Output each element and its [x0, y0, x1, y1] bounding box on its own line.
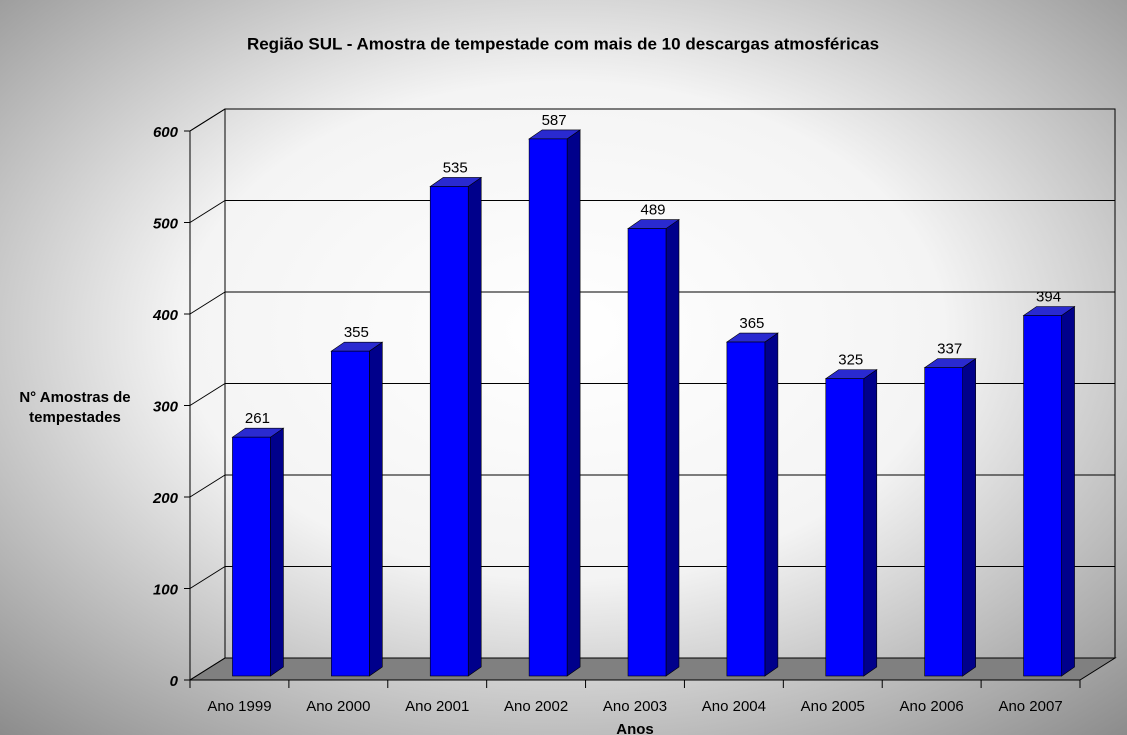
- y-tick-label: 600: [153, 124, 179, 141]
- value-label: 535: [443, 159, 468, 176]
- grid-line: [189, 383, 226, 406]
- bar-side: [270, 427, 284, 677]
- bar-side: [1061, 305, 1075, 677]
- y-tick-label: 0: [170, 673, 179, 690]
- bar-side: [369, 341, 383, 677]
- bar-side: [665, 218, 680, 677]
- y-axis-label: N° Amostras de: [19, 389, 130, 406]
- x-tick-label: Ano 2003: [603, 698, 667, 715]
- bar: [232, 436, 271, 677]
- value-label: 365: [739, 315, 764, 332]
- y-tick-label: 400: [152, 307, 179, 324]
- y-axis-label: tempestades: [29, 409, 121, 426]
- bar: [528, 138, 568, 677]
- x-axis-label: Anos: [616, 721, 654, 735]
- bar: [331, 350, 370, 677]
- grid-line: [189, 291, 226, 315]
- bar: [726, 341, 766, 677]
- x-tick-label: Ano 2007: [998, 698, 1062, 715]
- x-tick-label: Ano 2000: [306, 698, 370, 715]
- bar: [627, 228, 667, 677]
- grid-line: [189, 566, 226, 589]
- bar-side: [764, 332, 779, 677]
- bar-side: [467, 176, 482, 677]
- bar-side: [962, 358, 976, 677]
- grid-line: [189, 200, 226, 223]
- grid-line: [189, 108, 226, 132]
- bar-side: [566, 129, 581, 677]
- value-label: 337: [937, 341, 962, 358]
- x-tick-label: Ano 2002: [504, 698, 568, 715]
- value-label: 587: [542, 112, 567, 129]
- y-tick-label: 300: [153, 398, 179, 415]
- x-tick-label: Ano 1999: [207, 698, 271, 715]
- x-tick-label: Ano 2005: [801, 698, 865, 715]
- value-label: 355: [344, 324, 369, 341]
- y-tick-label: 100: [153, 581, 179, 598]
- value-label: 325: [838, 352, 863, 369]
- x-tick-label: Ano 2004: [702, 698, 766, 715]
- x-tick-label: Ano 2006: [900, 698, 964, 715]
- bar-side: [863, 369, 878, 677]
- value-label: 489: [640, 202, 665, 219]
- x-tick-label: Ano 2001: [405, 698, 469, 715]
- value-label: 394: [1036, 288, 1061, 305]
- bar: [825, 378, 865, 677]
- y-tick-label: 500: [153, 215, 179, 232]
- y-tick-label: 200: [152, 490, 179, 507]
- bar: [1023, 315, 1062, 677]
- grid-line: [189, 657, 226, 681]
- value-label: 261: [245, 410, 270, 427]
- bar: [924, 367, 963, 677]
- grid-line: [189, 474, 226, 498]
- chart-title: Região SUL - Amostra de tempestade com m…: [247, 34, 879, 53]
- bar: [429, 186, 469, 677]
